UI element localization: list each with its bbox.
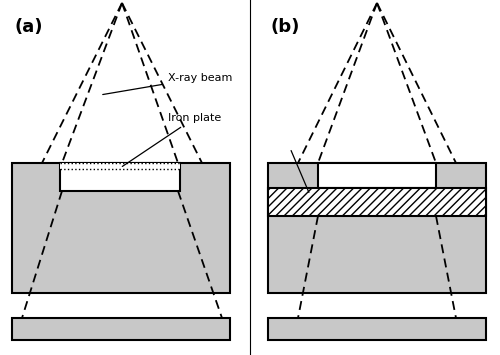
Bar [268, 188, 486, 216]
Bar [60, 163, 180, 169]
Bar [12, 318, 230, 340]
Bar [268, 163, 486, 293]
Bar [60, 163, 180, 191]
Bar [318, 163, 436, 188]
Text: (a): (a) [14, 18, 42, 36]
Text: (b): (b) [270, 18, 300, 36]
Bar [268, 318, 486, 340]
Text: Iron plate: Iron plate [122, 113, 221, 166]
Bar [12, 163, 230, 293]
Text: X-ray beam: X-ray beam [102, 73, 232, 94]
